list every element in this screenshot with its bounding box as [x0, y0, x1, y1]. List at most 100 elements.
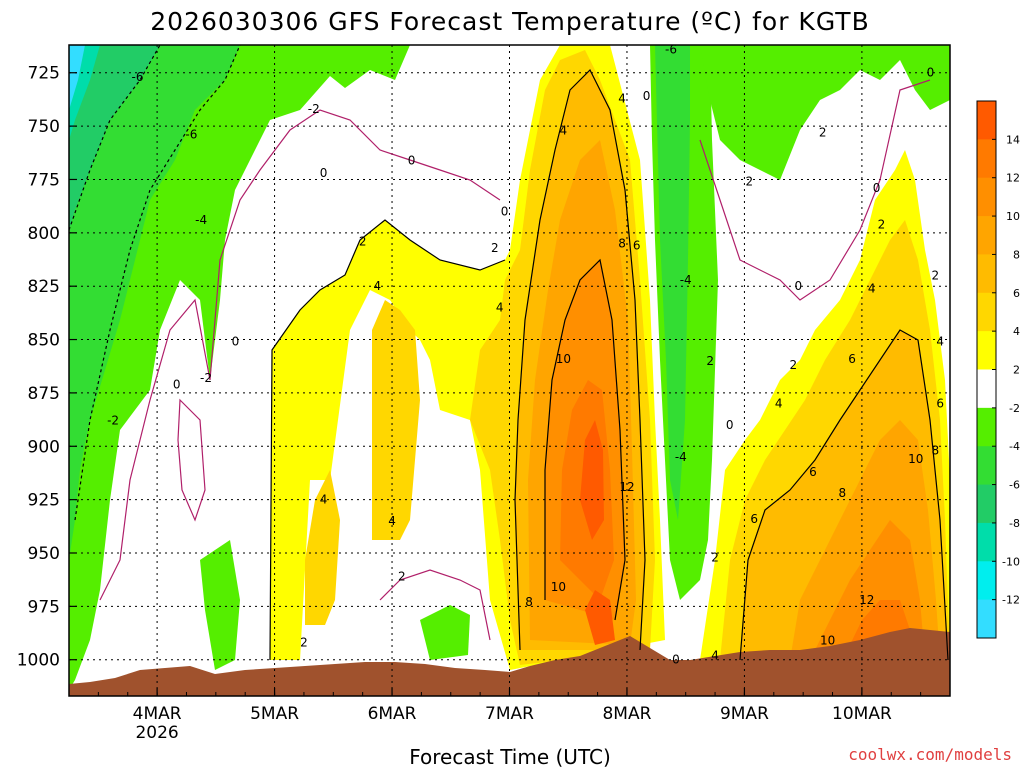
colorbar-label: 10 — [1006, 210, 1020, 223]
colorbar-label: -6 — [1009, 479, 1020, 492]
colorbar-label: -2 — [1009, 402, 1020, 415]
contour-cold-dash-2 — [69, 45, 161, 231]
y-tick-label: 925 — [28, 491, 60, 511]
contour-label: 12 — [619, 480, 634, 494]
contour-label: 8 — [618, 237, 626, 251]
colorbar-label: 2 — [1013, 364, 1020, 377]
credit-link[interactable]: coolwx.com/models — [848, 745, 1012, 764]
x-axis-label: Forecast Time (UTC) — [409, 745, 611, 768]
colorbar-swatch — [977, 369, 996, 409]
colorbar-swatch — [977, 216, 996, 255]
colorbar-swatch — [977, 522, 996, 562]
terrain — [69, 628, 950, 696]
y-tick-label: 750 — [28, 117, 60, 137]
contour-label: 12 — [859, 593, 874, 607]
contour-label: 0 — [408, 153, 416, 167]
x-tick-label: 7MAR — [485, 704, 534, 724]
colorbar-label: -4 — [1009, 440, 1020, 453]
y-tick-label: 950 — [28, 544, 60, 564]
field-cold-minus4 — [69, 45, 240, 560]
contour-label: 10 — [820, 634, 835, 648]
contour-label: 0 — [320, 166, 328, 180]
contour-label: 4 — [711, 648, 719, 662]
contour-label: 10 — [556, 352, 571, 366]
contour-label: 0 — [873, 181, 881, 195]
x-tick-label: 10MAR — [832, 704, 892, 724]
colorbar-label: 6 — [1013, 287, 1020, 300]
y-tick-label: 725 — [28, 64, 60, 84]
contour-label: 0 — [643, 89, 651, 103]
colorbar-label: 12 — [1006, 172, 1020, 185]
colorbar-swatch — [977, 101, 996, 140]
x-tick-label: 8MAR — [602, 704, 651, 724]
contour-label: 4 — [936, 335, 944, 349]
contour-label: 2 — [300, 636, 308, 650]
contour-label: -6 — [185, 128, 197, 142]
contour-label: 8 — [839, 486, 847, 500]
x-tick-label: 9MAR — [720, 704, 769, 724]
contour-label: 4 — [775, 397, 783, 411]
contour-label: 2 — [706, 354, 714, 368]
contour-warm-2 — [544, 258, 626, 621]
contour-label: 2 — [398, 569, 406, 583]
field-cold-minus12 — [69, 45, 85, 110]
y-tick-label: 850 — [28, 331, 60, 351]
contour-label: 4 — [618, 91, 626, 105]
colorbar-label: 8 — [1013, 248, 1020, 261]
contour-warm-1 — [514, 68, 646, 651]
colorbar-label: -10 — [1002, 555, 1020, 568]
contour-label: -4 — [680, 273, 692, 287]
contour-label: 6 — [848, 352, 856, 366]
contour-label: 6 — [809, 465, 817, 479]
contour-label: 8 — [525, 595, 533, 609]
colorbar-swatch — [977, 561, 996, 601]
colorbar: 14 12 10 8 6 4 2 -2 -4 -6 -8 -10 -12 — [976, 100, 1020, 639]
contour-label: 2 — [359, 234, 367, 248]
contour-label: 2 — [790, 358, 798, 372]
contour-lines — [69, 45, 949, 661]
colorbar-swatch — [977, 407, 996, 447]
colorbar-label: -12 — [1002, 594, 1020, 607]
contour-label: 0 — [794, 279, 802, 293]
contour-zero-loop — [177, 398, 206, 522]
contour-label: 2 — [491, 241, 499, 255]
contour-label: 2 — [931, 269, 939, 283]
contour-label: 0 — [232, 335, 240, 349]
colorbar-swatch — [977, 484, 996, 524]
y-tick-label: 900 — [28, 437, 60, 457]
contour-label: 0 — [173, 377, 181, 391]
colorbar-label: 4 — [1013, 325, 1020, 338]
contour-label: -2 — [308, 102, 320, 116]
contour-label: -2 — [107, 414, 119, 428]
contour-label: 4 — [868, 281, 876, 295]
contour-label: 4 — [374, 279, 382, 293]
field-cold-strip-4 — [655, 45, 690, 520]
colorbar-swatch — [977, 292, 996, 332]
colorbar-label: -8 — [1009, 517, 1020, 530]
contour-zero-bottom — [379, 569, 491, 641]
colorbar-swatch — [977, 599, 996, 639]
contour-warm-4 — [269, 219, 506, 661]
x-tick-sublabel: 2026 — [135, 723, 178, 743]
contour-label: 0 — [927, 66, 935, 80]
contour-label: 0 — [501, 204, 509, 218]
colorbar-label: 14 — [1006, 133, 1020, 146]
contour-zero-right — [699, 79, 931, 301]
contour-label: 2 — [746, 175, 754, 189]
contour-label: 2 — [711, 550, 719, 564]
contour-zero-left — [99, 109, 501, 601]
x-tick-label: 6MAR — [368, 704, 417, 724]
contour-label: 8 — [931, 444, 939, 458]
field-cold-top-right — [700, 45, 950, 180]
contour-label: 6 — [750, 512, 758, 526]
y-tick-label: 800 — [28, 224, 60, 244]
y-axis-ticks: 725 750 775 800 825 850 875 900 925 950 975 1000 — [17, 64, 77, 671]
contour-label: 2 — [878, 217, 886, 231]
colorbar-swatch — [977, 254, 996, 294]
y-tick-label: 825 — [28, 277, 60, 297]
contour-label: 4 — [496, 301, 504, 315]
contour-label: -6 — [665, 42, 677, 56]
